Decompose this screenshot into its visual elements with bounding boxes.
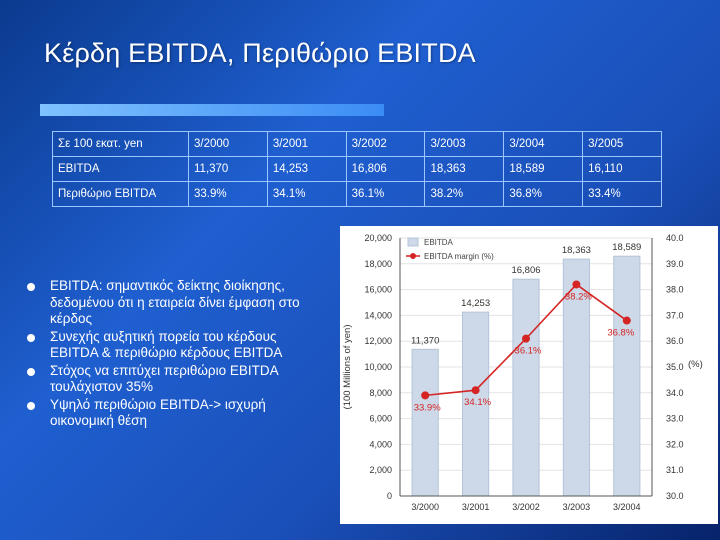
y2-tick-label: 40.0 [666, 233, 684, 243]
y-tick-label: 4,000 [369, 439, 392, 449]
bullet-item: Στόχος να επιτύχει περιθώριο EBITDA τουλ… [26, 363, 326, 396]
y2-tick-label: 32.0 [666, 439, 684, 449]
y-tick-label: 18,000 [364, 259, 392, 269]
table-cell: 14,253 [266, 156, 347, 182]
table-cell: 3/2001 [266, 131, 347, 157]
y-axis-title: (100 Millions of yen) [342, 324, 353, 409]
bar [613, 255, 641, 497]
bullet-item: EBITDA: σημαντικός δείκτης διοίκησης, δε… [26, 278, 326, 328]
bullet-item: Υψηλό περιθώριο EBITDA-> ισχυρή οικονομι… [26, 397, 326, 430]
table-cell: 33.4% [582, 181, 662, 207]
x-tick-label: 3/2000 [411, 502, 439, 512]
table-cell: 3/2002 [345, 131, 426, 157]
y2-tick-label: 37.0 [666, 310, 684, 320]
bar-value-label: 11,370 [411, 335, 439, 346]
ebitda-chart: 0 2,000 4,000 6,000 8,000 10,000 12,000 14,000 1… [342, 233, 703, 512]
table-cell: 33.9% [188, 181, 268, 207]
x-tick-label: 3/2004 [613, 502, 641, 512]
margin-point [572, 280, 581, 289]
x-tick-label: 3/2003 [563, 502, 591, 512]
y2-tick-label: 31.0 [666, 465, 684, 475]
table-header-row: Σε 100 εκατ. yen 3/2000 3/2001 3/2002 3/… [52, 131, 662, 157]
legend-entry: EBITDA [424, 238, 454, 247]
y2-tick-label: 35.0 [666, 362, 684, 372]
table-cell: 18,589 [503, 156, 584, 182]
table-cell: 18,363 [424, 156, 505, 182]
margin-value-label: 36.1% [515, 346, 542, 357]
x-tick-label: 3/2002 [512, 502, 540, 512]
margin-value-label: 34.1% [464, 397, 491, 408]
margin-point [522, 334, 530, 343]
legend-entry: EBITDA margin (%) [424, 252, 494, 261]
y-tick-label: 6,000 [369, 414, 392, 424]
table-cell: EBITDA [52, 156, 189, 182]
margin-point [622, 316, 631, 325]
y-tick-label: 16,000 [364, 285, 392, 295]
bar [562, 258, 591, 497]
margin-point [421, 391, 430, 400]
y-tick-label: 8,000 [369, 388, 392, 398]
y2-tick-label: 36.0 [666, 336, 684, 346]
y-tick-label: 12,000 [364, 336, 392, 346]
bar [461, 311, 490, 497]
y2-axis-title: (%) [688, 359, 703, 370]
margin-value-label: 33.9% [414, 402, 441, 413]
y-tick-label: 10,000 [364, 362, 392, 372]
legend-bar-swatch [407, 237, 419, 247]
table-cell: Σε 100 εκατ. yen [52, 131, 189, 157]
table-cell: 3/2000 [188, 131, 268, 157]
margin-value-label: 38.2% [565, 291, 592, 302]
y2-tick-label: 33.0 [666, 414, 684, 424]
table-cell: 3/2004 [503, 131, 584, 157]
table-cell: 11,370 [188, 156, 268, 182]
bullet-item: Συνεχής αυξητική πορεία του κέρδους EBIT… [26, 329, 326, 362]
bar-value-label: 18,363 [562, 245, 591, 256]
table-cell: 16,806 [345, 156, 426, 182]
y2-tick-label: 34.0 [666, 388, 684, 398]
x-tick-label: 3/2001 [462, 502, 490, 512]
table-row: Περιθώριο EBITDA 33.9% 34.1% 36.1% 38.2%… [52, 181, 662, 207]
y-tick-label: 2,000 [369, 465, 392, 475]
bar-value-label: 16,806 [511, 265, 540, 276]
table-cell: 16,110 [582, 156, 662, 182]
margin-value-label: 36.8% [607, 328, 634, 339]
y2-tick-label: 38.0 [666, 285, 684, 295]
bar [411, 348, 439, 497]
table-cell: 36.1% [345, 181, 426, 207]
legend-line-marker [410, 253, 416, 259]
margin-point [471, 386, 480, 395]
y-tick-label: 20,000 [364, 233, 392, 243]
ebitda-chart-panel: 0 2,000 4,000 6,000 8,000 10,000 12,000 14,000 1… [340, 226, 718, 524]
y-tick-label: 14,000 [364, 310, 392, 320]
table-cell: 3/2003 [424, 131, 505, 157]
bullet-list: EBITDA: σημαντικός δείκτης διοίκησης, δε… [26, 278, 326, 431]
y-tick-label: 0 [387, 491, 392, 501]
table-cell: 36.8% [503, 181, 584, 207]
slide-title: Κέρδη EBITDA, Περιθώριο EBITDA [44, 38, 476, 68]
bar [512, 278, 540, 497]
bar-value-label: 14,253 [461, 298, 490, 309]
table-row: EBITDA 11,370 14,253 16,806 18,363 18,58… [52, 156, 662, 182]
y2-tick-label: 30.0 [666, 491, 684, 501]
table-cell: 3/2005 [582, 131, 662, 157]
bar-value-label: 18,589 [612, 242, 641, 253]
table-cell: Περιθώριο EBITDA [52, 181, 189, 207]
y2-tick-label: 39.0 [666, 259, 684, 269]
table-cell: 34.1% [266, 181, 347, 207]
ebitda-table: Σε 100 εκατ. yen 3/2000 3/2001 3/2002 3/… [52, 131, 662, 207]
title-underline-bar [40, 104, 384, 116]
table-cell: 38.2% [424, 181, 505, 207]
